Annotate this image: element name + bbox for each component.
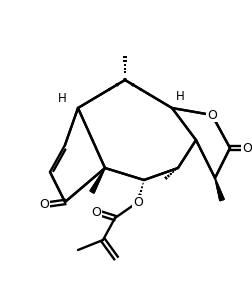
Polygon shape [90,168,105,193]
Text: H: H [175,89,184,102]
Polygon shape [214,178,223,201]
Text: H: H [57,91,66,104]
Text: O: O [39,198,49,211]
Polygon shape [214,178,223,201]
Text: O: O [206,108,216,121]
Text: O: O [91,205,101,218]
Text: O: O [39,198,49,211]
Text: O: O [91,205,101,218]
Text: O: O [206,108,216,121]
Text: H: H [57,91,66,104]
Text: O: O [133,196,142,209]
Text: H: H [175,89,184,102]
Text: O: O [133,196,142,209]
Polygon shape [90,168,105,193]
Text: O: O [241,142,251,155]
Text: O: O [241,142,251,155]
